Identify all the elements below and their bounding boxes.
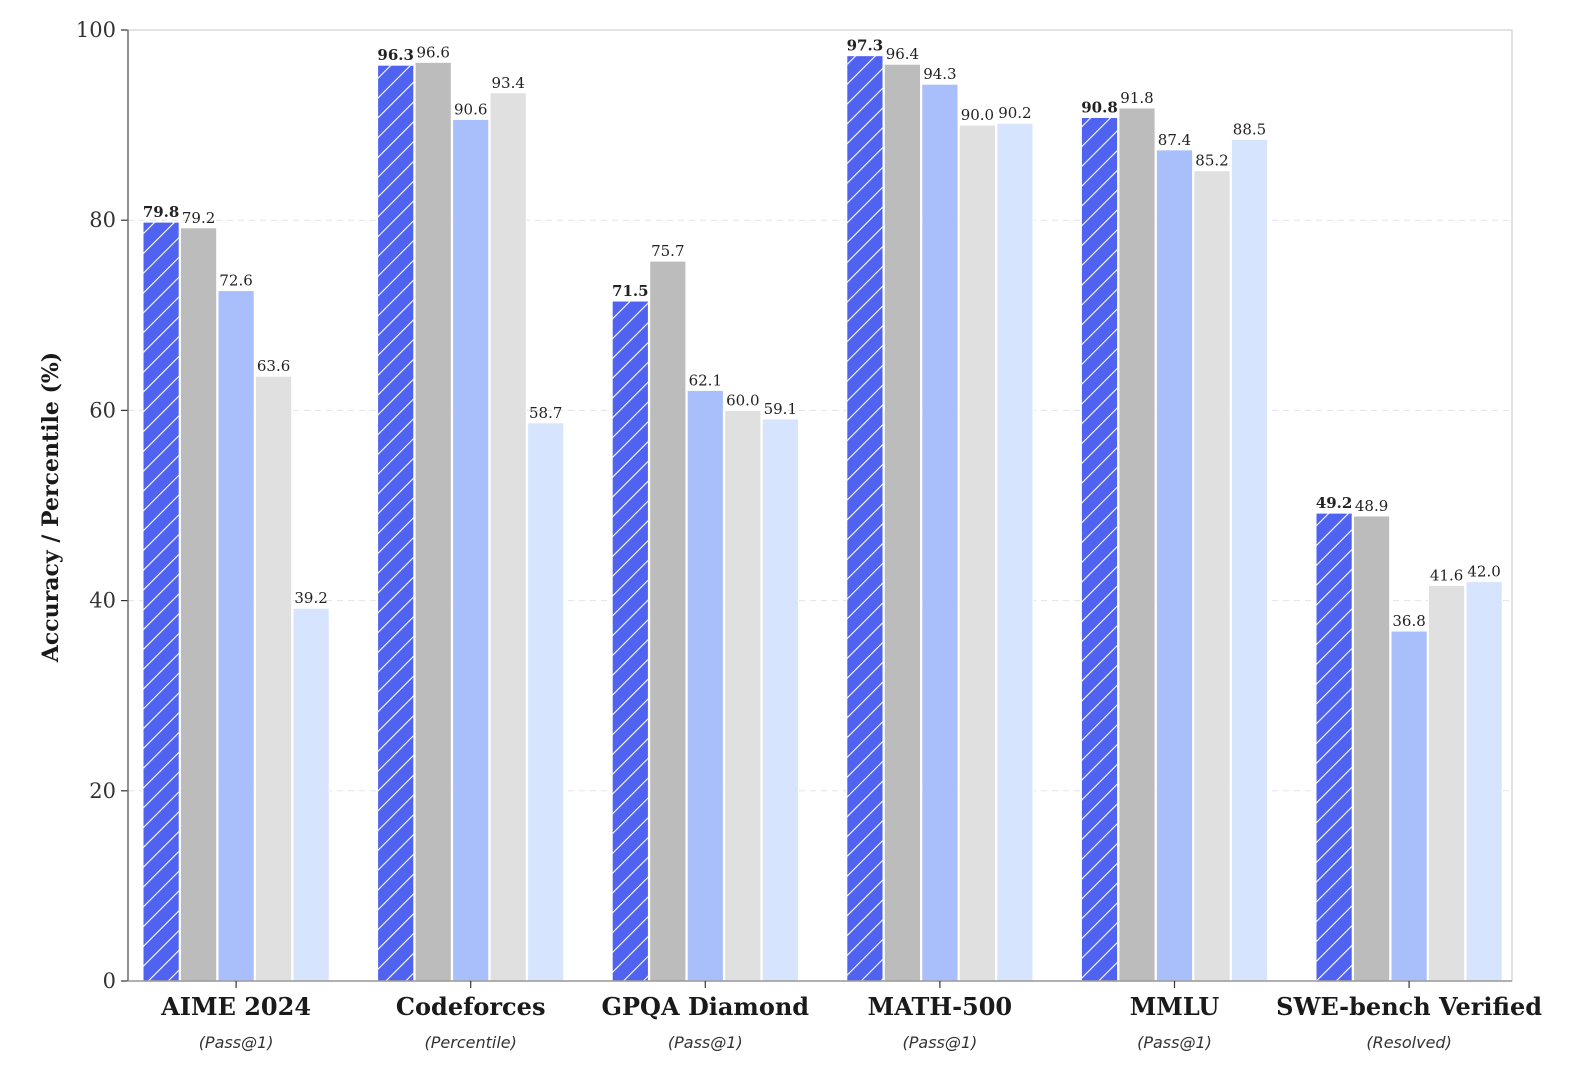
bar-value-label: 60.0 <box>726 391 759 409</box>
bar <box>724 409 762 982</box>
bar <box>686 389 724 982</box>
bar-value-label: 96.4 <box>886 45 919 63</box>
x-tick-label: SWE-bench Verified <box>1276 992 1542 1021</box>
y-tick-label: 60 <box>89 398 116 422</box>
x-tick-sublabel: (Pass@1) <box>1137 1033 1212 1052</box>
value-labels-layer: 79.8 79.2 72.6 63.6 39.2 96.3 96.6 90.693.4 58.7… <box>143 37 1501 630</box>
bar <box>1390 630 1428 982</box>
bar <box>414 61 452 982</box>
bar-value-label: 58.7 <box>529 404 562 422</box>
bar <box>761 418 799 982</box>
x-tick-sublabel: (Pass@1) <box>668 1033 743 1052</box>
bar-value-label: 62.1 <box>689 371 722 389</box>
bar <box>255 375 293 982</box>
y-tick-label: 40 <box>89 589 116 613</box>
bar-value-label: 96.3 <box>377 46 414 64</box>
bar-hatch <box>612 301 649 981</box>
bar-value-label: 49.2 <box>1316 494 1353 512</box>
y-tick-label: 80 <box>89 208 116 232</box>
bar <box>1118 107 1156 982</box>
x-tick-label: MMLU <box>1130 992 1220 1021</box>
bar-value-label: 90.6 <box>454 100 487 118</box>
bar <box>1428 584 1466 982</box>
bar-hatch <box>1316 513 1353 981</box>
bar-value-label: 97.3 <box>847 37 884 55</box>
bar <box>649 260 687 982</box>
bar <box>1230 138 1269 982</box>
bar <box>996 122 1034 982</box>
bar-hatch <box>846 55 883 981</box>
plot-frame <box>127 29 1513 982</box>
x-tick-label: MATH-500 <box>868 992 1012 1021</box>
bar-value-label: 93.4 <box>491 74 524 92</box>
bar <box>883 63 921 982</box>
bar-value-label: 59.1 <box>764 400 797 418</box>
bar-value-label: 88.5 <box>1233 120 1266 138</box>
y-axis-title: Accuracy / Percentile (%) <box>38 352 64 663</box>
bar <box>292 607 330 982</box>
bar-value-label: 94.3 <box>923 65 956 83</box>
bar-value-label: 63.6 <box>257 357 290 375</box>
bar <box>958 124 996 982</box>
x-tick-label: GPQA Diamond <box>602 992 810 1021</box>
bar-value-label: 75.7 <box>651 242 684 260</box>
x-tick-label: AIME 2024 <box>160 992 311 1021</box>
bar-value-label: 41.6 <box>1430 566 1463 584</box>
y-tick-label: 20 <box>89 779 116 803</box>
bar <box>1353 515 1391 982</box>
bar-value-label: 85.2 <box>1195 152 1228 170</box>
bar-value-label: 48.9 <box>1355 497 1388 515</box>
bar-value-label: 87.4 <box>1158 131 1191 149</box>
bar-value-label: 71.5 <box>612 282 649 300</box>
bar <box>452 118 490 982</box>
bar-value-label: 90.2 <box>998 104 1031 122</box>
bar <box>1465 581 1503 982</box>
bar-value-label: 90.8 <box>1081 98 1118 116</box>
bars-layer <box>142 55 1503 982</box>
bar-value-label: 79.8 <box>143 203 180 221</box>
x-tick-sublabel: (Pass@1) <box>903 1033 978 1052</box>
bar <box>180 227 218 982</box>
bar-value-label: 96.6 <box>416 43 449 61</box>
bar <box>1193 170 1231 982</box>
grid-layer <box>128 219 1512 792</box>
bar <box>527 422 565 982</box>
bar <box>217 290 255 982</box>
bar-value-label: 72.6 <box>219 272 252 290</box>
bar-value-label: 42.0 <box>1467 563 1500 581</box>
axes-layer: 0 20 40 60 80 100 AIME 2024 (Pass@1) Codeforces (… <box>76 18 1542 1052</box>
y-tick-label: 0 <box>103 969 116 993</box>
bar <box>921 83 959 982</box>
x-tick-label: Codeforces <box>396 992 546 1021</box>
y-tick-label: 100 <box>76 18 116 42</box>
x-tick-sublabel: (Percentile) <box>425 1033 517 1052</box>
bar-hatch <box>143 222 180 982</box>
bar <box>489 92 527 982</box>
x-tick-sublabel: (Resolved) <box>1366 1033 1451 1052</box>
bar-value-label: 91.8 <box>1120 89 1153 107</box>
bar-hatch <box>1081 117 1118 981</box>
bar-value-label: 39.2 <box>294 589 327 607</box>
bar-value-label: 90.0 <box>961 106 994 124</box>
bar-hatch <box>377 65 414 981</box>
x-tick-sublabel: (Pass@1) <box>199 1033 274 1052</box>
bar-value-label: 79.2 <box>182 209 215 227</box>
bar-value-label: 36.8 <box>1392 612 1425 630</box>
bar <box>1155 149 1194 982</box>
